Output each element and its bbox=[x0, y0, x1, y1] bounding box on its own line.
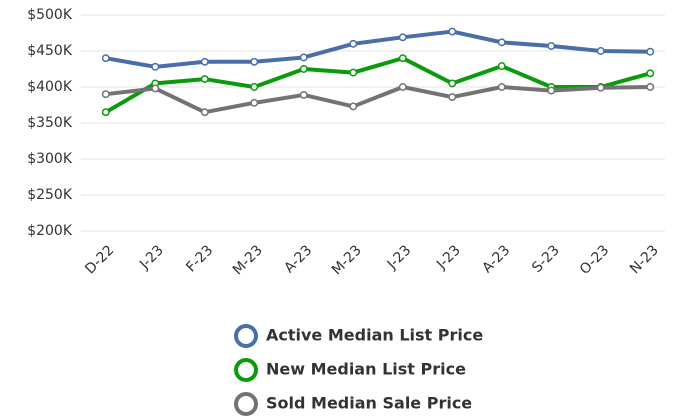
point bbox=[497, 83, 506, 91]
x-tick-label: J-23 bbox=[433, 242, 464, 273]
legend-label: Active Median List Price bbox=[266, 326, 483, 345]
y-tick-label: $250K bbox=[27, 187, 73, 203]
point bbox=[250, 83, 259, 91]
point bbox=[200, 108, 209, 117]
series-line bbox=[104, 56, 651, 114]
point bbox=[299, 53, 308, 62]
point bbox=[151, 62, 160, 71]
y-tick-label: $350K bbox=[27, 115, 73, 131]
point bbox=[200, 75, 209, 84]
legend-label: Sold Median Sale Price bbox=[266, 394, 472, 413]
point bbox=[349, 68, 358, 77]
point bbox=[547, 42, 556, 50]
x-tick-label: S-23 bbox=[529, 242, 563, 276]
y-tick-label: $450K bbox=[27, 43, 73, 59]
point bbox=[250, 98, 259, 107]
x-tick-label: A-23 bbox=[479, 242, 513, 276]
y-tick-label: $300K bbox=[27, 151, 73, 167]
point bbox=[596, 47, 605, 55]
point bbox=[151, 84, 160, 93]
y-tick-label: $400K bbox=[27, 79, 73, 95]
legend-marker bbox=[234, 358, 258, 382]
point bbox=[646, 83, 655, 91]
point bbox=[349, 102, 358, 111]
x-tick-label: N-23 bbox=[627, 242, 662, 277]
point bbox=[250, 57, 259, 66]
legend-label: New Median List Price bbox=[266, 360, 466, 379]
x-tick-label: J-23 bbox=[384, 242, 415, 273]
x-tick-label: O-23 bbox=[577, 242, 613, 278]
point bbox=[101, 108, 110, 117]
point bbox=[497, 62, 506, 71]
point bbox=[448, 79, 457, 88]
x-tick-label: F-23 bbox=[183, 242, 216, 275]
point bbox=[200, 57, 209, 66]
point bbox=[646, 69, 655, 78]
point bbox=[398, 54, 407, 63]
point bbox=[448, 93, 457, 102]
point bbox=[101, 54, 110, 63]
series-line bbox=[105, 85, 651, 115]
point bbox=[448, 27, 457, 36]
x-tick-label: M-23 bbox=[329, 242, 365, 278]
point bbox=[547, 86, 556, 95]
point bbox=[299, 90, 308, 99]
point bbox=[646, 47, 655, 56]
x-tick-label: J-23 bbox=[136, 242, 167, 273]
series-line bbox=[105, 29, 651, 69]
y-tick-label: $200K bbox=[27, 223, 73, 239]
legend-marker bbox=[234, 324, 258, 348]
point bbox=[596, 83, 605, 92]
y-tick-label: $500K bbox=[27, 7, 73, 23]
x-tick-label: D-22 bbox=[82, 242, 117, 277]
point bbox=[497, 38, 506, 47]
x-tick-label: M-23 bbox=[230, 242, 266, 278]
point bbox=[349, 39, 358, 48]
x-tick-label: A-23 bbox=[281, 242, 315, 276]
point bbox=[398, 33, 407, 42]
point bbox=[101, 90, 110, 99]
legend-marker bbox=[234, 392, 258, 416]
point bbox=[299, 65, 308, 73]
point bbox=[398, 83, 407, 91]
